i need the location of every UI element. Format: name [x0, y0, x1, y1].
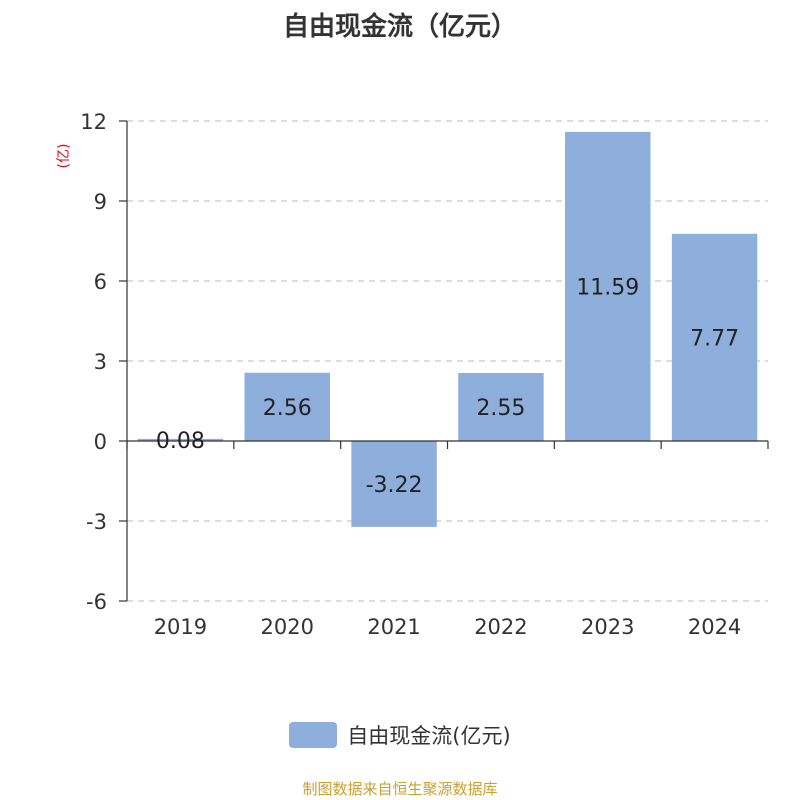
chart-title: 自由现金流（亿元）: [282, 12, 517, 42]
y-tick-label: -6: [86, 590, 107, 614]
bar-2019[interactable]: [137, 438, 224, 441]
x-tick-label: 2022: [474, 615, 527, 639]
data-label: -3.22: [366, 473, 423, 498]
data-label: 2.56: [263, 396, 312, 421]
y-tick-label: -3: [86, 510, 107, 534]
source-note: 制图数据来自恒生聚源数据库: [302, 780, 498, 798]
bar-2022[interactable]: [458, 373, 544, 441]
x-tick-label: 2020: [261, 615, 314, 639]
data-labels: 0.08 2.56 -3.22 2.55 11.59 7.77: [156, 275, 739, 497]
y-tick-label: 3: [94, 350, 107, 374]
legend[interactable]: 自由现金流(亿元): [0, 720, 800, 750]
data-label: 2.55: [476, 396, 525, 421]
y-tick-label: 12: [80, 110, 107, 134]
legend-label: 自由现金流(亿元): [347, 724, 511, 748]
bar-2024[interactable]: [671, 233, 758, 441]
x-tick-label: 2021: [367, 615, 420, 639]
x-tick-label: 2023: [581, 615, 634, 639]
bars: [137, 131, 758, 527]
y-tick-label: 6: [94, 270, 107, 294]
x-tick-label: 2019: [154, 615, 207, 639]
x-tick-label: 2024: [688, 615, 741, 639]
data-label: 11.59: [576, 275, 639, 300]
bar-2023[interactable]: [565, 131, 651, 441]
data-label: 7.77: [690, 326, 739, 351]
y-tick-label: 0: [94, 430, 107, 454]
bar-2020[interactable]: [244, 372, 330, 441]
legend-swatch: [289, 722, 338, 748]
data-label: 0.08: [156, 429, 205, 454]
axes: -6 -3 0 3 6 9 12 2019 2020 2021 2022 2023 2024: [80, 110, 769, 639]
y-axis-label: (亿): [56, 144, 72, 169]
y-tick-label: 9: [94, 190, 107, 214]
bar-2021[interactable]: [351, 441, 437, 527]
grid-lines: [127, 120, 768, 602]
